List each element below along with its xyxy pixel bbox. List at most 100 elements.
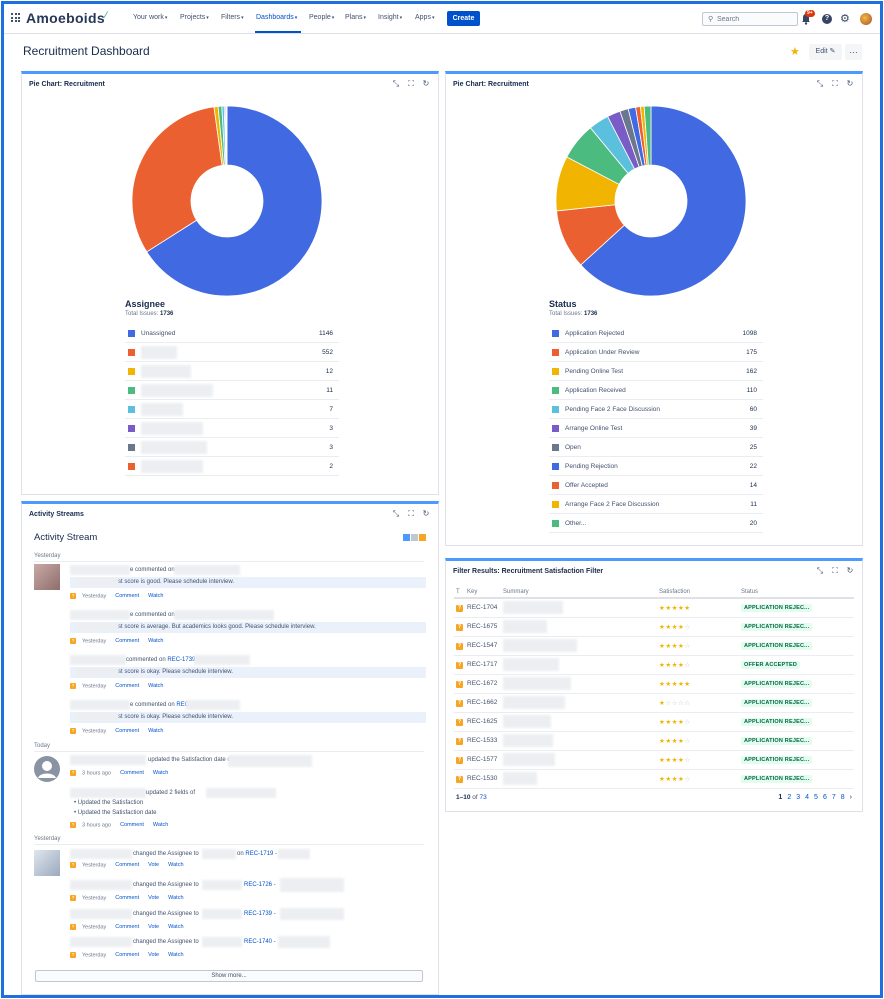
total-results-link[interactable]: 73 [479, 794, 487, 801]
legend-row[interactable]: 3 [125, 419, 339, 438]
key-cell[interactable]: REC-1672 [465, 674, 501, 694]
pie-slice[interactable] [580, 105, 747, 297]
summary-cell[interactable] [501, 712, 657, 732]
comment-link[interactable]: Comment [120, 822, 144, 829]
edit-dashboard-button[interactable]: Edit ✎ [809, 44, 842, 60]
issue-link[interactable]: REC- [176, 702, 192, 708]
table-row[interactable]: ? REC-1662 ★☆☆☆☆ APPLICATION REJEC... [454, 693, 854, 713]
watch-link[interactable]: Watch [168, 952, 184, 959]
watch-link[interactable]: Watch [152, 822, 169, 829]
comment-link[interactable]: Comment [115, 895, 140, 902]
legend-row[interactable]: Arrange Online Test 39 [549, 419, 763, 438]
refresh-icon[interactable]: ↻ [846, 566, 854, 575]
legend-row[interactable]: Application Received 110 [549, 381, 763, 400]
column-header-type[interactable]: T [454, 586, 465, 599]
table-row[interactable]: ? REC-1625 ★★★★☆ APPLICATION REJEC... [454, 712, 854, 732]
comment-link[interactable]: Comment [115, 862, 140, 869]
key-cell[interactable]: REC-1662 [465, 693, 501, 713]
pie-slice[interactable] [643, 105, 652, 166]
redacted-issue[interactable] [206, 788, 276, 798]
maximize-icon[interactable]: ⛶ [832, 566, 838, 575]
legend-row[interactable]: Unassigned 1146 [125, 324, 339, 343]
settings-gear-icon[interactable]: ⚙ [840, 13, 850, 25]
vote-link[interactable]: Vote [148, 862, 160, 869]
legend-row[interactable]: Application Rejected 1098 [549, 324, 763, 343]
watch-link[interactable]: Watch [152, 770, 169, 777]
user-avatar[interactable] [34, 850, 60, 876]
user-avatar[interactable] [34, 564, 60, 590]
legend-row[interactable]: Arrange Face 2 Face Discussion 11 [549, 495, 763, 514]
table-row[interactable]: ? REC-1672 ★★★★★ APPLICATION REJEC... [454, 674, 854, 694]
minimize-icon[interactable]: ⤡ [816, 566, 824, 575]
user-avatar[interactable] [860, 13, 872, 25]
watch-link[interactable]: Watch [148, 638, 164, 645]
legend-row[interactable]: 11 [125, 381, 339, 400]
key-cell[interactable]: REC-1625 [465, 712, 501, 732]
summary-cell[interactable] [501, 617, 657, 637]
star-favourite-icon[interactable]: ★ [790, 46, 800, 58]
page-link[interactable]: 3 [796, 794, 801, 801]
summary-cell[interactable] [501, 598, 657, 618]
legend-row[interactable]: 2 [125, 457, 339, 476]
maximize-icon[interactable]: ⛶ [408, 79, 414, 88]
redacted-issue[interactable] [278, 936, 330, 948]
nav-dashboards[interactable]: Dashboards▾ [256, 14, 298, 21]
comment-link[interactable]: Comment [115, 952, 140, 959]
key-cell[interactable]: REC-1675 [465, 617, 501, 637]
search-box[interactable]: ⚲ [702, 12, 798, 26]
legend-row[interactable]: Open 25 [549, 438, 763, 457]
issue-link[interactable]: REC-1739 [167, 657, 196, 663]
minimize-icon[interactable]: ⤡ [816, 79, 824, 88]
legend-row[interactable]: Pending Online Test 162 [549, 362, 763, 381]
vote-link[interactable]: Vote [148, 895, 160, 902]
issue-link[interactable]: REC-1740 [244, 939, 273, 945]
redacted-issue[interactable] [278, 849, 310, 859]
column-header-key[interactable]: Key [465, 586, 501, 599]
page-link[interactable]: 1 [778, 794, 783, 801]
page-link[interactable]: 8 [840, 794, 845, 801]
summary-cell[interactable] [501, 750, 657, 770]
more-actions-button[interactable]: … [845, 44, 862, 60]
rss-feed-icon[interactable] [419, 534, 426, 541]
vote-link[interactable]: Vote [148, 924, 160, 931]
grid-view-icon[interactable] [411, 534, 418, 541]
minimize-icon[interactable]: ⤡ [392, 79, 400, 88]
nav-plans[interactable]: Plans▾ [345, 14, 367, 21]
comment-link[interactable]: Comment [120, 770, 144, 777]
summary-cell[interactable] [501, 769, 657, 789]
default-user-avatar-icon[interactable] [34, 756, 60, 782]
key-cell[interactable]: REC-1577 [465, 750, 501, 770]
table-row[interactable]: ? REC-1530 ★★★★☆ APPLICATION REJEC... [454, 769, 854, 789]
nav-people[interactable]: People▾ [309, 14, 335, 21]
redacted-user[interactable] [202, 849, 236, 859]
pie-slice[interactable] [225, 105, 228, 166]
nav-apps[interactable]: Apps▾ [415, 14, 435, 21]
legend-row[interactable]: 12 [125, 362, 339, 381]
filter-icon[interactable] [403, 534, 410, 541]
watch-link[interactable]: Watch [168, 924, 184, 931]
nav-your-work[interactable]: Your work▾ [133, 14, 168, 21]
summary-cell[interactable] [501, 636, 657, 656]
key-cell[interactable]: REC-1704 [465, 598, 501, 618]
nav-filters[interactable]: Filters▾ [221, 14, 244, 21]
minimize-icon[interactable]: ⤡ [392, 509, 400, 518]
comment-link[interactable]: Comment [115, 638, 140, 645]
legend-row[interactable]: Pending Face 2 Face Discussion 60 [549, 400, 763, 419]
table-row[interactable]: ? REC-1533 ★★★★☆ APPLICATION REJEC... [454, 731, 854, 751]
comment-link[interactable]: Comment [115, 728, 140, 735]
redacted-issue[interactable] [174, 565, 240, 575]
show-more-button[interactable]: Show more... [35, 970, 423, 982]
legend-row[interactable]: Other... 20 [549, 514, 763, 533]
watch-link[interactable]: Watch [168, 862, 184, 869]
legend-row[interactable]: Application Under Review 175 [549, 343, 763, 362]
legend-row[interactable]: 7 [125, 400, 339, 419]
redacted-user[interactable] [202, 880, 242, 890]
column-header-summary[interactable]: Summary [501, 586, 657, 599]
pie-slice[interactable] [131, 106, 223, 253]
pie-slice[interactable] [146, 105, 323, 297]
table-row[interactable]: ? REC-1547 ★★★★☆ APPLICATION REJEC... [454, 636, 854, 656]
table-row[interactable]: ? REC-1717 ★★★★☆ OFFER ACCEPTED [454, 655, 854, 675]
refresh-icon[interactable]: ↻ [422, 509, 430, 518]
refresh-icon[interactable]: ↻ [846, 79, 854, 88]
comment-link[interactable]: Comment [115, 593, 140, 600]
